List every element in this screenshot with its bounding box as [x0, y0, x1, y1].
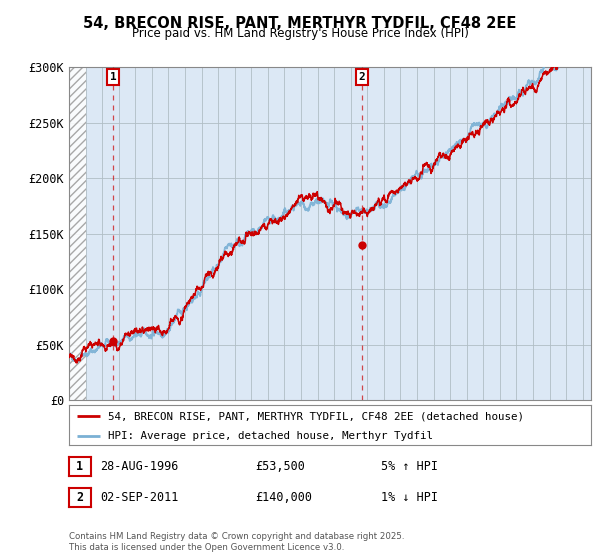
- Text: 02-SEP-2011: 02-SEP-2011: [100, 491, 179, 504]
- Text: 2: 2: [76, 491, 83, 504]
- Text: £140,000: £140,000: [255, 491, 312, 504]
- Text: 1: 1: [110, 72, 116, 82]
- Text: 5% ↑ HPI: 5% ↑ HPI: [381, 460, 438, 473]
- Bar: [69, 67, 86, 400]
- Text: 2: 2: [358, 72, 365, 82]
- Text: 28-AUG-1996: 28-AUG-1996: [100, 460, 179, 473]
- Text: 54, BRECON RISE, PANT, MERTHYR TYDFIL, CF48 2EE (detached house): 54, BRECON RISE, PANT, MERTHYR TYDFIL, C…: [108, 411, 524, 421]
- Text: HPI: Average price, detached house, Merthyr Tydfil: HPI: Average price, detached house, Mert…: [108, 431, 433, 441]
- Text: Price paid vs. HM Land Registry's House Price Index (HPI): Price paid vs. HM Land Registry's House …: [131, 27, 469, 40]
- Text: 54, BRECON RISE, PANT, MERTHYR TYDFIL, CF48 2EE: 54, BRECON RISE, PANT, MERTHYR TYDFIL, C…: [83, 16, 517, 31]
- Text: 1% ↓ HPI: 1% ↓ HPI: [381, 491, 438, 504]
- Text: 1: 1: [76, 460, 83, 473]
- Text: £53,500: £53,500: [255, 460, 305, 473]
- Text: Contains HM Land Registry data © Crown copyright and database right 2025.
This d: Contains HM Land Registry data © Crown c…: [69, 532, 404, 552]
